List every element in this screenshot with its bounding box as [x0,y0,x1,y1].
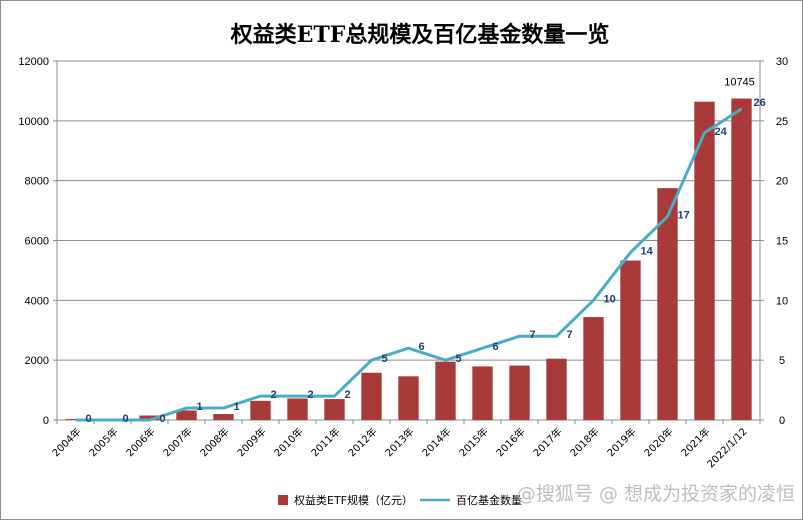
bar [287,398,308,420]
line-data-label: 5 [456,353,462,365]
y-right-tick-label: 30 [776,56,788,68]
x-tick-label: 2004年 [49,425,83,459]
legend-label-line: 百亿基金数量 [456,493,522,507]
bar [361,372,382,420]
line-data-label: 7 [567,329,573,341]
chart-title: 权益类ETF总规模及百亿基金数量一览 [230,22,610,48]
line-data-label: 0 [123,413,129,425]
x-tick-label: 2006年 [123,425,157,459]
x-tick-label: 2021年 [678,425,712,459]
x-tick-label: 2009年 [234,425,268,459]
y-left-tick-label: 8000 [25,176,49,188]
legend-swatch-bar [278,495,288,505]
bar [731,98,752,421]
line-data-label: 10 [604,293,616,305]
y-left-tick-label: 6000 [25,236,49,248]
y-right-tick-label: 10 [776,295,788,307]
bar [583,317,604,420]
x-tick-label: 2010年 [271,425,305,459]
x-tick-label: 2015年 [456,425,490,459]
bar [509,365,530,420]
x-tick-label: 2005年 [86,425,120,459]
x-tick-label: 2012年 [345,425,379,459]
line-data-label: 2 [345,389,351,401]
y-left-tick-label: 0 [43,415,49,427]
y-axis-left: 0 2000 4000 6000 8000 10000 12000 [18,56,57,427]
x-tick-label: 2018年 [567,425,601,459]
line-data-label: 14 [641,245,654,257]
y-right-tick-label: 25 [776,116,788,128]
line-path [75,107,743,422]
line-data-label: 6 [493,341,499,353]
bar [657,188,678,420]
x-tick-label: 2011年 [308,425,342,459]
bar [176,410,197,420]
line-data-label: 17 [678,210,690,222]
line-data-label: 1 [197,401,203,413]
y-axis-right: 0 5 10 15 20 25 30 [760,56,788,427]
y-right-tick-label: 15 [776,236,788,248]
y-left-tick-label: 4000 [25,295,49,307]
y-right-tick-label: 0 [779,415,785,427]
line-data-label: 6 [419,341,425,353]
x-axis: 2004年 2005年 2006年 2007年 2008年 2009年 2010年 2011年… [49,420,761,470]
watermark: @搜狐号 @ 想成为投资家的凌恒 [517,483,795,505]
x-tick-label: 2017年 [530,425,564,459]
line-series: 0 0 0 1 1 2 2 2 5 6 5 6 7 7 10 14 17 24 26 [75,97,766,425]
line-data-label: 2 [308,389,314,401]
x-tick-label: 2022/1/12 [706,426,750,470]
y-left-tick-label: 2000 [25,355,49,367]
line-data-label: 5 [382,353,388,365]
bar [435,361,456,420]
line-data-label: 7 [530,329,536,341]
bar [213,414,234,420]
bar [694,101,715,420]
bar [620,260,641,420]
bar [139,415,160,420]
bar [398,376,419,420]
y-left-tick-label: 10000 [18,116,49,128]
legend: 权益类ETF规模（亿元） 百亿基金数量 [278,493,522,507]
bar-data-label: 10745 [724,77,755,89]
x-tick-label: 2019年 [604,425,638,459]
legend-label-bar: 权益类ETF规模（亿元） [294,493,413,507]
x-tick-label: 2008年 [197,425,231,459]
y-right-tick-label: 5 [779,355,785,367]
bar [250,400,271,420]
line-data-label: 0 [86,413,92,425]
bar [546,358,567,420]
line-data-label: 2 [271,389,277,401]
gridlines [56,60,761,421]
x-tick-label: 2020年 [641,425,675,459]
bar [324,399,345,420]
x-tick-label: 2007年 [160,425,194,459]
line-data-label: 1 [234,401,240,413]
line-data-label: 24 [715,126,728,138]
x-tick-label: 2016年 [493,425,527,459]
line-data-label: 0 [160,413,166,425]
x-tick-label: 2013年 [382,425,416,459]
bar [472,366,493,420]
x-tick-label: 2014年 [419,425,453,459]
y-left-tick-label: 12000 [18,56,49,68]
line-data-label: 26 [754,97,766,109]
y-right-tick-label: 20 [776,176,788,188]
bar-series: 10745 [65,77,755,421]
